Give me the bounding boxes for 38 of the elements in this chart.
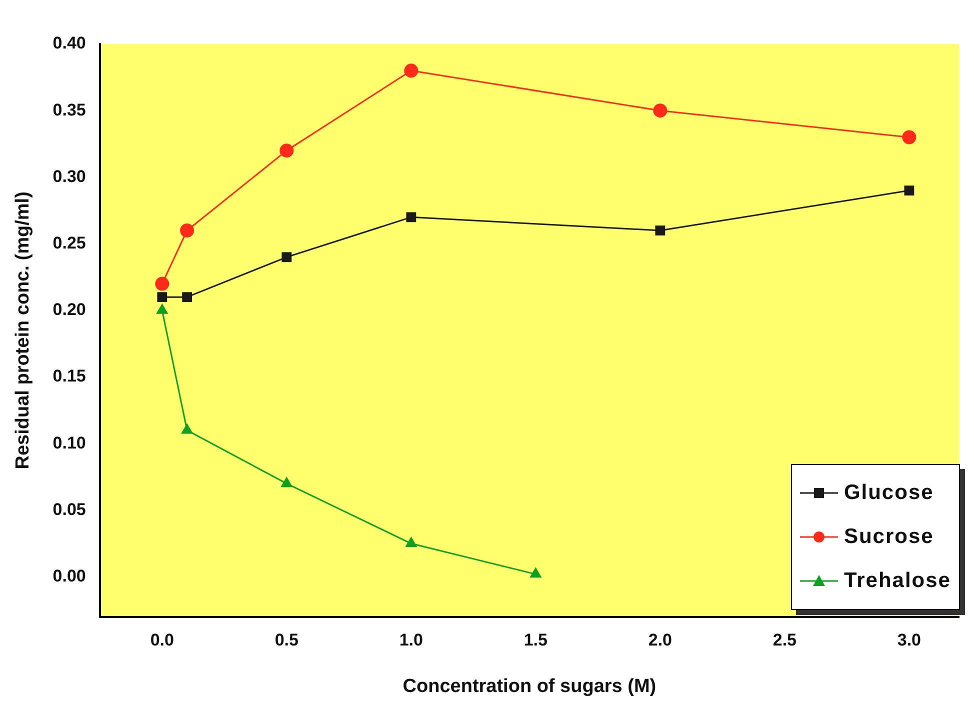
x-axis-title: Concentration of sugars (M) bbox=[402, 676, 656, 697]
point bbox=[180, 223, 194, 238]
point bbox=[280, 476, 293, 488]
x-tick-label: 0.5 bbox=[274, 630, 298, 650]
legend-label: Glucose bbox=[844, 481, 934, 505]
legend-label: Trehalose bbox=[844, 569, 951, 593]
point bbox=[405, 536, 418, 548]
point bbox=[655, 226, 666, 236]
x-tick-label: 2.0 bbox=[648, 630, 672, 650]
point bbox=[182, 292, 192, 302]
point bbox=[904, 186, 914, 196]
y-tick-label: 0.25 bbox=[52, 234, 86, 252]
y-tick-label: 0.40 bbox=[52, 34, 86, 53]
point bbox=[404, 64, 418, 78]
point bbox=[157, 292, 168, 302]
point bbox=[280, 144, 294, 158]
point bbox=[282, 252, 292, 262]
y-tick-label: 0.00 bbox=[52, 566, 86, 586]
x-tick-label: 1.0 bbox=[399, 630, 423, 650]
y-tick-label: 0.10 bbox=[52, 433, 86, 452]
legend-label: Sucrose bbox=[844, 525, 934, 549]
x-tick-label: 2.5 bbox=[772, 630, 797, 650]
x-tick-label: 0.0 bbox=[150, 630, 174, 650]
point bbox=[156, 303, 168, 314]
y-axis-title: Residual protein conc. (mg/ml) bbox=[12, 192, 34, 470]
y-tick-label: 0.15 bbox=[52, 366, 86, 386]
point bbox=[155, 276, 170, 291]
y-tick-label: 0.20 bbox=[52, 300, 86, 320]
point bbox=[653, 104, 668, 118]
y-tick-label: 0.30 bbox=[52, 166, 86, 186]
point bbox=[530, 567, 542, 578]
point bbox=[902, 130, 916, 144]
x-tick-label: 3.0 bbox=[897, 630, 922, 650]
point bbox=[180, 423, 194, 434]
x-tick-label: 1.5 bbox=[524, 630, 548, 650]
y-tick-label: 0.35 bbox=[52, 100, 86, 120]
y-tick-label: 0.05 bbox=[52, 500, 86, 519]
point bbox=[406, 212, 416, 222]
